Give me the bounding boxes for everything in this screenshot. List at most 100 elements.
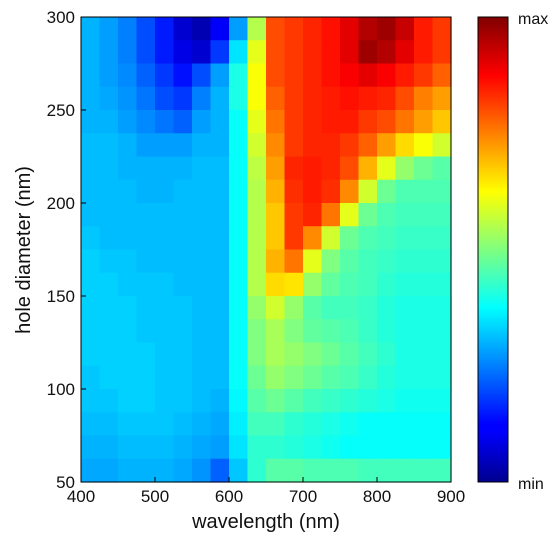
heatmap-cell xyxy=(247,365,267,390)
heatmap-cell xyxy=(99,412,119,437)
heatmap-cell xyxy=(81,412,101,437)
heatmap-cell xyxy=(377,342,397,367)
heatmap-cell xyxy=(414,156,434,181)
heatmap-cell xyxy=(284,458,304,483)
heatmap-cell xyxy=(155,272,175,297)
heatmap-cell xyxy=(136,110,156,134)
heatmap-cell xyxy=(395,156,415,181)
heatmap-cell xyxy=(210,249,230,274)
heatmap-cell xyxy=(358,203,378,227)
heatmap-cell xyxy=(414,40,434,65)
heatmap-cell xyxy=(118,156,138,181)
heatmap-cell xyxy=(303,86,323,111)
heatmap-cell xyxy=(210,296,230,320)
heatmap-cell xyxy=(284,17,304,41)
x-tick-label: 500 xyxy=(141,487,169,506)
heatmap-cell xyxy=(414,458,434,483)
heatmap-cell xyxy=(340,203,360,227)
heatmap-cell xyxy=(192,203,212,227)
heatmap-cell xyxy=(432,435,452,460)
heatmap-cell xyxy=(229,179,249,204)
heatmap-cell xyxy=(118,412,138,437)
heatmap-cell xyxy=(210,412,230,437)
heatmap-cell xyxy=(118,63,138,88)
heatmap-cell xyxy=(99,40,119,65)
heatmap-cell xyxy=(414,17,434,41)
heatmap-cell xyxy=(266,63,286,88)
heatmap-cell xyxy=(99,249,119,274)
heatmap-cell xyxy=(173,249,193,274)
heatmap-cell xyxy=(377,226,397,251)
heatmap-cell xyxy=(377,63,397,88)
heatmap-cell xyxy=(192,17,212,41)
heatmap-cell xyxy=(377,249,397,274)
heatmap-cell xyxy=(155,179,175,204)
heatmap-cell xyxy=(136,86,156,111)
heatmap-cell xyxy=(192,226,212,251)
heatmap-cell xyxy=(136,249,156,274)
heatmap-cell xyxy=(173,319,193,344)
heatmap-cell xyxy=(358,319,378,344)
heatmap-cell xyxy=(99,86,119,111)
heatmap-cell xyxy=(81,365,101,390)
heatmap-cell xyxy=(432,110,452,134)
heatmap-cell xyxy=(358,272,378,297)
heatmap-cell xyxy=(395,133,415,158)
heatmap-cell xyxy=(229,40,249,65)
heatmap-cell xyxy=(229,133,249,158)
heatmap-cell xyxy=(81,63,101,88)
heatmap-cell xyxy=(99,435,119,460)
heatmap-cell xyxy=(303,296,323,320)
heatmap-cell xyxy=(303,272,323,297)
heatmap-cell xyxy=(432,40,452,65)
heatmap-cell xyxy=(210,17,230,41)
heatmap-cell xyxy=(192,319,212,344)
heatmap-cell xyxy=(155,110,175,134)
heatmap-cell xyxy=(266,17,286,41)
heatmap-cell xyxy=(432,86,452,111)
heatmap-cell xyxy=(340,319,360,344)
heatmap-cell xyxy=(136,319,156,344)
heatmap-cell xyxy=(303,203,323,227)
heatmap-cell xyxy=(99,156,119,181)
heatmap-cell xyxy=(266,272,286,297)
heatmap-cell xyxy=(303,63,323,88)
heatmap-cell xyxy=(266,319,286,344)
heatmap-cell xyxy=(340,40,360,65)
heatmap-cell xyxy=(303,110,323,134)
heatmap-cell xyxy=(99,296,119,320)
heatmap-cell xyxy=(247,458,267,483)
heatmap-cell xyxy=(247,319,267,344)
heatmap-cell xyxy=(377,272,397,297)
heatmap-cell xyxy=(118,342,138,367)
heatmap-cell xyxy=(229,342,249,367)
heatmap-cell xyxy=(173,86,193,111)
plot-frame xyxy=(80,16,452,483)
heatmap-cell xyxy=(173,203,193,227)
heatmap-cell xyxy=(321,17,341,41)
heatmap-cell xyxy=(284,179,304,204)
heatmap-cell xyxy=(321,156,341,181)
y-tick-label: 150 xyxy=(47,287,75,306)
heatmap-cell xyxy=(136,133,156,158)
heatmap-cell xyxy=(432,17,452,41)
heatmap-cell xyxy=(155,156,175,181)
heatmap-cell xyxy=(377,319,397,344)
x-axis-ticks: 400 500 600 700 800 900 xyxy=(67,477,465,506)
heatmap-cell xyxy=(284,63,304,88)
heatmap-cell xyxy=(155,389,175,413)
heatmap-cell xyxy=(81,226,101,251)
heatmap-cell xyxy=(118,319,138,344)
heatmap-cell xyxy=(377,435,397,460)
heatmap-cell xyxy=(303,179,323,204)
heatmap-cell xyxy=(192,296,212,320)
heatmap-cell xyxy=(432,203,452,227)
heatmap-cell xyxy=(266,133,286,158)
heatmap-cell xyxy=(210,365,230,390)
heatmap-cell xyxy=(358,342,378,367)
heatmap-cell xyxy=(414,63,434,88)
heatmap-cell xyxy=(303,458,323,483)
heatmap-cell xyxy=(321,63,341,88)
heatmap-cell xyxy=(81,133,101,158)
heatmap-cell xyxy=(99,389,119,413)
